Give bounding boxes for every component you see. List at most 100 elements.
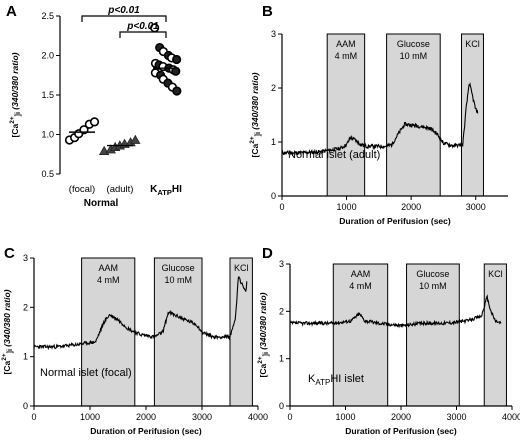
y-label-suffix: (340/380 ratio) xyxy=(2,289,12,349)
y-axis-label: [Ca2+]i (340/380 ratio) xyxy=(9,52,22,137)
y-label-sub: ]i xyxy=(263,352,270,356)
y-label-suffix: (340/380 ratio) xyxy=(258,292,268,352)
calcium-trace xyxy=(289,294,502,329)
y-tick-label: 3 xyxy=(279,259,284,269)
panel-letter-a: A xyxy=(6,3,17,20)
group-label: (adult) xyxy=(107,184,134,195)
y-tick-label: 0 xyxy=(271,191,276,201)
x-tick-label: 3000 xyxy=(466,202,486,212)
x-tick-label: 2000 xyxy=(401,202,421,212)
group-label: (focal) xyxy=(69,184,95,195)
p-value-label: p<0.01 xyxy=(107,5,140,16)
x-tick-label: 0 xyxy=(279,202,284,212)
panel-d: AAM 4 mM Glucose 10 mM KCl 0 1 2 3 0 1000 2000 3000 4… xyxy=(257,259,520,436)
stimulus-box xyxy=(332,263,389,407)
y-axis-label: [Ca2+]i (340/380 ratio) xyxy=(249,72,262,157)
y-tick-label: 1.0 xyxy=(41,130,54,140)
stimulus-concentration: 10 mM xyxy=(419,281,447,291)
stimulus-label: Glucose xyxy=(416,269,449,279)
group-label-sub: ATP xyxy=(157,188,171,197)
y-tick-label: 1 xyxy=(279,354,284,364)
group-caption: Normal xyxy=(84,198,119,209)
x-tick-label: 2000 xyxy=(391,412,411,422)
y-label-sup: 2+ xyxy=(257,356,264,364)
panel-letter-c: C xyxy=(4,245,15,262)
trace-annotation: Normal islet (focal) xyxy=(40,367,132,379)
x-tick-label: 1000 xyxy=(337,202,357,212)
y-label-sub: ]i xyxy=(15,112,22,116)
group-label-main: K xyxy=(150,184,158,195)
y-axis-label: [Ca2+]i (340/380 ratio) xyxy=(257,292,270,377)
panel-letter-b: B xyxy=(262,3,273,20)
y-tick-label: 2 xyxy=(279,306,284,316)
point-triangle xyxy=(130,134,141,144)
y-tick-label: 3 xyxy=(271,29,276,39)
calcium-trace xyxy=(33,275,248,351)
y-tick-label: 2 xyxy=(23,302,28,312)
p-value-label: p<0.01 xyxy=(126,21,159,32)
stimulus-concentration: 4 mM xyxy=(335,51,358,61)
y-tick-label: 0.5 xyxy=(41,169,54,179)
stimulus-box xyxy=(229,257,253,407)
annotation-sub: ATP xyxy=(315,378,330,387)
panel-letter-d: D xyxy=(262,245,273,262)
x-tick-label: 3000 xyxy=(192,412,212,422)
x-tick-label: 4000 xyxy=(502,412,520,422)
y-tick-label: 1.5 xyxy=(41,90,54,100)
x-tick-label: 3000 xyxy=(446,412,466,422)
y-tick-label: 3 xyxy=(23,253,28,263)
y-tick-label: 2 xyxy=(271,83,276,93)
x-axis-label: Duration of Perifusion (sec) xyxy=(345,426,457,436)
y-tick-label: 2.5 xyxy=(41,11,54,21)
stimulus-concentration: 4 mM xyxy=(349,281,372,291)
point-filled-circle xyxy=(172,86,182,96)
y-label-sup: 2+ xyxy=(1,353,8,361)
group-label-tail: HI xyxy=(172,184,182,195)
point-filled-circle xyxy=(172,54,182,65)
x-tick-label: 4000 xyxy=(248,412,268,422)
y-label-main: [Ca xyxy=(250,143,260,157)
panel-c: AAM 4 mM Glucose 10 mM KCl 0 1 2 3 0 1000 2000 3000 4… xyxy=(1,253,268,436)
point-open-circle xyxy=(89,117,100,127)
y-tick-label: 0 xyxy=(23,401,28,411)
x-tick-label: 1000 xyxy=(335,412,355,422)
y-label-sup: 2+ xyxy=(249,136,256,144)
y-tick-label: 1 xyxy=(23,352,28,362)
y-axis-label: [Ca2+]i (340/380 ratio) xyxy=(1,289,14,374)
x-tick-label: 0 xyxy=(31,412,36,422)
stimulus-label: AAM xyxy=(98,263,118,273)
stimulus-box xyxy=(386,33,441,197)
trace-annotation: KATPHI islet xyxy=(308,373,364,387)
y-label-sub: ]i xyxy=(7,349,14,353)
x-tick-label: 0 xyxy=(287,412,292,422)
annotation-main: K xyxy=(308,373,316,385)
x-tick-label: 2000 xyxy=(136,412,156,422)
stimulus-box xyxy=(483,263,507,407)
stimulus-concentration: 4 mM xyxy=(97,275,120,285)
significance-bracket xyxy=(81,15,167,22)
y-label-suffix: (340/380 ratio) xyxy=(250,72,260,132)
stimulus-box xyxy=(326,33,366,197)
y-label-main: [Ca xyxy=(258,363,268,377)
stimulus-box xyxy=(461,33,484,197)
panel-b: AAM 4 mM Glucose 10 mM KCl 0 1 2 3 0 1000 2000 3000 D… xyxy=(249,29,508,226)
stimulus-label: Glucose xyxy=(162,263,195,273)
y-label-suffix: (340/380 ratio) xyxy=(10,52,20,112)
x-axis-label: Duration of Perifusion (sec) xyxy=(90,426,202,436)
calcium-trace xyxy=(281,81,479,157)
x-axis-label: Duration of Perifusion (sec) xyxy=(339,216,451,226)
x-tick-label: 1000 xyxy=(80,412,100,422)
y-tick-label: 2.0 xyxy=(41,51,54,61)
y-label-sup: 2+ xyxy=(9,116,16,124)
stimulus-label: AAM xyxy=(336,39,356,49)
stimulus-box xyxy=(406,263,460,407)
y-tick-label: 1 xyxy=(271,137,276,147)
y-tick-label: 0 xyxy=(279,401,284,411)
annotation-tail: HI islet xyxy=(330,373,364,385)
stimulus-label: KCl xyxy=(465,39,480,49)
y-label-main: [Ca xyxy=(2,360,12,374)
stimulus-concentration: 10 mM xyxy=(164,275,192,285)
significance-bracket xyxy=(119,31,167,38)
stimulus-label: Glucose xyxy=(397,39,430,49)
